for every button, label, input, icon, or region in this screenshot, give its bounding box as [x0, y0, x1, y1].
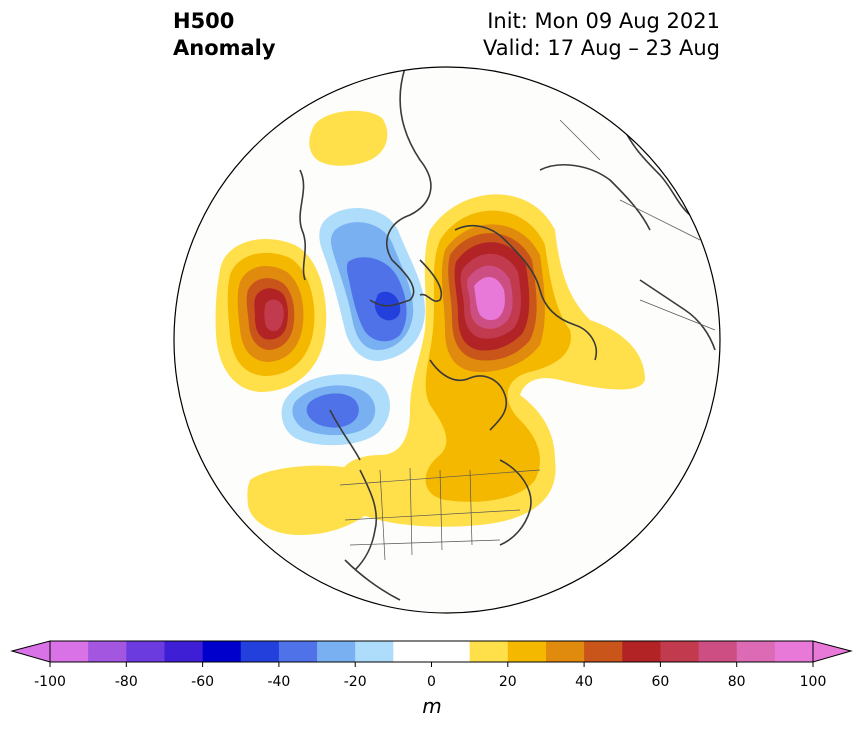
init-date-label: Init: Mon 09 Aug 2021 [487, 9, 720, 33]
colorbar-cell [317, 641, 356, 662]
colorbar-tick-label: 60 [651, 674, 670, 690]
colorbar [10, 640, 853, 667]
colorbar-cell [355, 641, 394, 662]
colorbar-tick-label: 20 [498, 674, 517, 690]
colorbar-cell [545, 641, 585, 662]
colorbar-tick-label: -20 [343, 674, 367, 690]
colorbar-cell [507, 641, 547, 662]
coastlines [299, 67, 716, 601]
colorbar-cell [584, 641, 623, 662]
colorbar-cell [622, 641, 661, 662]
colorbar-tick-label: -60 [191, 674, 215, 690]
ridge-arctic-small-anomaly [309, 110, 388, 166]
colorbar-tick-label: -80 [114, 674, 138, 690]
colorbar-cell [393, 641, 432, 662]
valid-range-label: Valid: 17 Aug – 23 Aug [482, 36, 720, 60]
colorbar-cell [774, 641, 814, 662]
colorbar-tick-label: 40 [575, 674, 594, 690]
title-field-name: H500 [173, 9, 235, 33]
ridge-north-pacific-anomaly [215, 238, 327, 392]
polar-map [173, 66, 721, 614]
colorbar-tick-label: 0 [427, 674, 436, 690]
colorbar-lower-extension [10, 640, 51, 663]
colorbar-cell [126, 641, 165, 662]
colorbar-cell [431, 641, 471, 662]
colorbar-unit-label: m [422, 694, 442, 718]
ridge-greenland-anomaly [337, 194, 645, 527]
map-title-right: Init: Mon 09 Aug 2021 Valid: 17 Aug – 23… [483, 8, 720, 62]
colorbar-upper-extension [812, 640, 853, 663]
title-field-type: Anomaly [173, 36, 276, 60]
ridge-subtropical-pacific-anomaly [247, 465, 380, 535]
colorbar-cell [88, 641, 127, 662]
colorbar-tick-marks [49, 662, 814, 667]
colorbar-cell [278, 641, 318, 662]
trough-bering-anomaly [319, 208, 425, 361]
colorbar-cell [240, 641, 280, 662]
political-borders [339, 119, 716, 561]
trough-gulf-of-alaska-anomaly [281, 374, 390, 446]
colorbar-tick-label: 80 [727, 674, 746, 690]
colorbar-tick-label: 100 [799, 674, 827, 690]
colorbar-cell [50, 641, 89, 662]
colorbar-cell [202, 641, 242, 662]
colorbar-cell [736, 641, 776, 662]
colorbar-cell [660, 641, 700, 662]
colorbar-tick-label: -100 [34, 674, 66, 690]
colorbar-cell [164, 641, 204, 662]
colorbar-cell [698, 641, 738, 662]
map-boundary [173, 66, 721, 614]
colorbar-tick-label: -40 [267, 674, 291, 690]
colorbar-cell [469, 641, 509, 662]
map-title-left: H500 Anomaly [173, 8, 276, 62]
